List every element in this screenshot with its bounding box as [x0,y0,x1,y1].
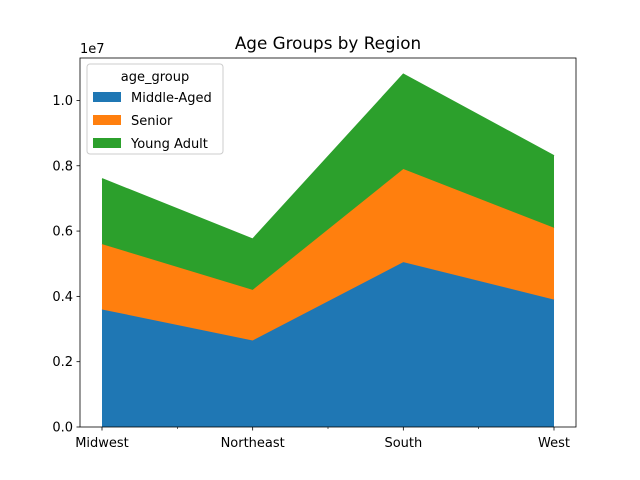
y-tick-label: 0.2 [52,355,73,370]
area-layers [101,73,555,427]
chart-title: Age Groups by Region [235,33,421,53]
area-middle-aged [102,262,554,427]
area-senior [102,169,554,341]
legend-box [86,63,224,155]
series-line-senior [101,168,555,291]
y-tick-label: 0.0 [52,421,73,436]
x-tick-label: Midwest [75,436,129,451]
x-tick-label: Northeast [221,436,285,451]
series-line-young-adult [101,73,555,241]
y-tick-label: 0.8 [52,159,73,174]
legend-label: Middle-Aged [131,91,212,106]
legend: age_group Middle-Aged Senior Young Adult [86,63,224,155]
x-tick-label: West [538,436,570,451]
x-tick-label: South [384,436,422,451]
legend-swatch [93,92,121,102]
legend-label: Senior [131,114,173,129]
area-young-adult [102,74,554,290]
y-axis-offset-label: 1e7 [80,42,105,57]
axes: 0.0 0.2 0.4 0.6 0.8 1.0 Midwest Northeast South W… [52,57,577,451]
legend-label: Young Adult [130,137,208,152]
legend-swatch [93,138,121,148]
y-tick-label: 0.6 [52,225,73,240]
legend-swatch [93,115,121,125]
y-tick-label: 1.0 [52,94,73,109]
legend-title: age_group [121,70,189,85]
y-tick-label: 0.4 [52,290,73,305]
